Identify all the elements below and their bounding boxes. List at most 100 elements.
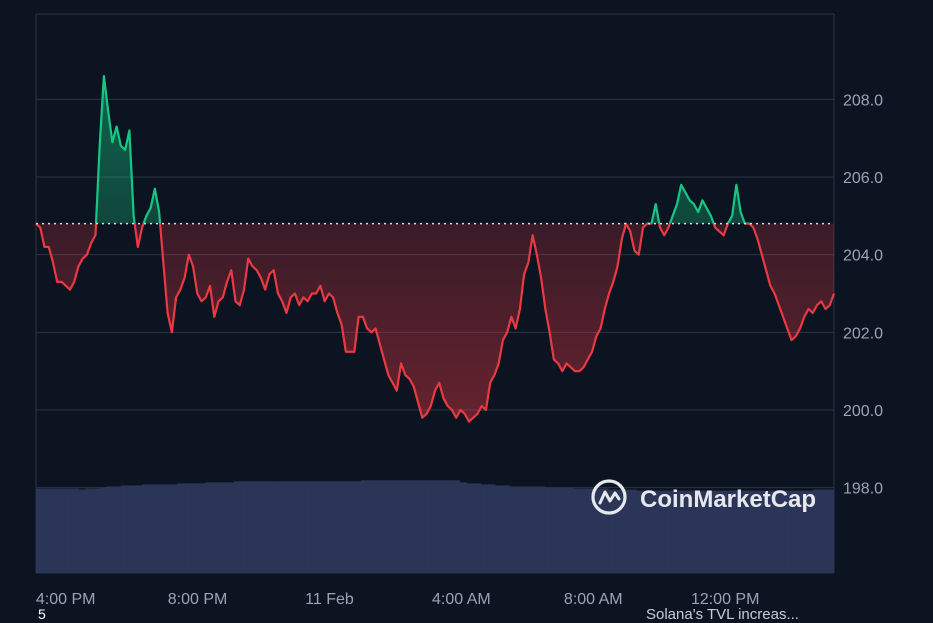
volume-bar	[495, 485, 503, 573]
volume-bar	[92, 488, 100, 573]
volume-bar	[459, 482, 468, 573]
volume-bars	[36, 480, 835, 573]
volume-bar	[127, 485, 136, 573]
volume-bar	[99, 487, 108, 573]
y-axis: 208.0 206.0 204.0 202.0 200.0 198.0	[843, 92, 883, 497]
volume-bar	[417, 480, 425, 573]
volume-bar	[64, 488, 72, 573]
volume-bar	[120, 485, 129, 573]
volume-bar	[622, 489, 630, 573]
y-tick-label: 198.0	[843, 481, 883, 498]
volume-bar	[473, 483, 482, 573]
news-headline-link[interactable]: Solana's TVL increas...	[646, 606, 799, 623]
volume-bar	[382, 480, 390, 573]
volume-bar	[170, 484, 178, 573]
volume-bar	[254, 481, 263, 573]
y-tick-label: 206.0	[843, 170, 883, 187]
volume-bar	[43, 488, 51, 573]
volume-bar	[721, 490, 729, 573]
volume-bar	[205, 482, 213, 573]
x-tick-label: 8:00 PM	[168, 591, 228, 608]
volume-bar	[706, 490, 715, 573]
volume-bar	[269, 481, 277, 573]
volume-bar	[756, 490, 764, 573]
area-fill-above	[36, 76, 834, 224]
volume-bar	[247, 481, 256, 573]
volume-bar	[424, 480, 432, 573]
x-axis: 4:00 PM 8:00 PM 11 Feb 4:00 AM 8:00 AM 12:00 …	[36, 591, 760, 608]
volume-bar	[71, 488, 79, 573]
volume-bar	[579, 488, 588, 573]
x-tick-label: 8:00 AM	[564, 591, 623, 608]
volume-bar	[664, 490, 672, 573]
volume-bar	[389, 480, 397, 573]
volume-bar	[163, 484, 171, 573]
volume-bar	[445, 480, 454, 573]
volume-bar	[650, 490, 658, 573]
volume-bar	[572, 488, 581, 573]
volume-bar	[615, 489, 623, 573]
volume-bar	[636, 490, 644, 573]
volume-bar	[431, 480, 439, 573]
volume-bar	[219, 482, 228, 573]
volume-bar	[290, 481, 298, 573]
volume-bar	[177, 483, 185, 573]
volume-bar	[713, 490, 722, 573]
volume-bar	[798, 490, 807, 573]
volume-bar	[141, 484, 150, 573]
volume-bar	[671, 490, 680, 573]
volume-bar	[85, 488, 93, 573]
volume-bar	[812, 489, 821, 573]
volume-bar	[325, 481, 334, 573]
volume-bar	[212, 482, 221, 573]
watermark-text: CoinMarketCap	[640, 486, 816, 513]
coinmarketcap-logo-icon	[591, 479, 627, 515]
volume-bar	[283, 481, 291, 573]
volume-bar	[318, 481, 326, 573]
volume-bar	[346, 481, 355, 573]
volume-bar	[240, 481, 249, 573]
volume-bar	[819, 489, 828, 573]
volume-bar	[791, 490, 800, 573]
area-fill-below	[36, 223, 834, 422]
price-line-above	[35, 75, 751, 224]
y-tick-label: 202.0	[843, 325, 883, 342]
volume-bar	[544, 487, 552, 573]
volume-bar	[826, 489, 835, 573]
y-tick-label: 200.0	[843, 403, 883, 420]
volume-bar	[480, 484, 489, 573]
volume-bar	[586, 488, 595, 573]
volume-bar	[600, 488, 609, 573]
volume-bar	[78, 489, 86, 573]
volume-bar	[339, 481, 348, 573]
volume-bar	[509, 486, 517, 573]
volume-bar	[184, 483, 192, 573]
y-tick-label: 204.0	[843, 248, 883, 265]
x-tick-label: 12:00 PM	[691, 591, 759, 608]
volume-bar	[106, 486, 115, 573]
volume-bar	[226, 482, 235, 573]
footer-left-text: 5	[38, 606, 46, 622]
volume-bar	[191, 483, 199, 573]
volume-bar	[403, 480, 411, 573]
volume-bar	[728, 490, 736, 573]
volume-bar	[452, 480, 461, 573]
volume-bar	[410, 480, 418, 573]
volume-bar	[113, 486, 122, 573]
volume-bar	[699, 490, 708, 573]
volume-bar	[233, 481, 242, 573]
volume-bar	[353, 481, 362, 573]
volume-bar	[134, 485, 143, 573]
volume-bar	[304, 481, 312, 573]
volume-bar	[487, 484, 496, 573]
volume-bar	[657, 490, 665, 573]
volume-bar	[297, 481, 305, 573]
volume-bar	[360, 480, 369, 573]
coinmarketcap-watermark: CoinMarketCap	[591, 479, 816, 515]
volume-bar	[198, 483, 206, 573]
price-line-below	[35, 223, 836, 423]
volume-bar	[678, 490, 687, 573]
volume-bar	[629, 489, 637, 573]
volume-bar	[537, 486, 545, 573]
